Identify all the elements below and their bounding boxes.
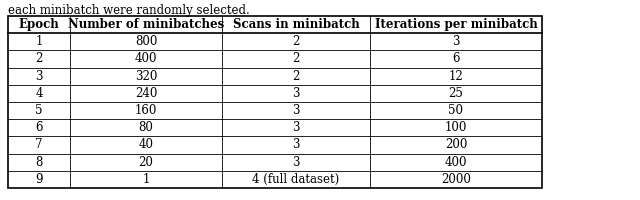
Text: 40: 40 — [138, 138, 154, 152]
Text: 3: 3 — [452, 35, 460, 48]
Text: 320: 320 — [135, 70, 157, 83]
Text: 2: 2 — [292, 35, 300, 48]
Text: 12: 12 — [449, 70, 463, 83]
Text: 25: 25 — [449, 87, 463, 100]
Text: 6: 6 — [452, 52, 460, 66]
Text: 50: 50 — [449, 104, 463, 117]
Text: 200: 200 — [445, 138, 467, 152]
Text: 80: 80 — [139, 121, 154, 134]
Text: 2: 2 — [292, 52, 300, 66]
Text: 4: 4 — [35, 87, 43, 100]
Text: 3: 3 — [292, 121, 300, 134]
Text: 6: 6 — [35, 121, 43, 134]
Text: 7: 7 — [35, 138, 43, 152]
Text: 5: 5 — [35, 104, 43, 117]
Text: 2: 2 — [35, 52, 43, 66]
Text: 4 (full dataset): 4 (full dataset) — [252, 173, 340, 186]
Text: 3: 3 — [292, 104, 300, 117]
Text: 1: 1 — [35, 35, 43, 48]
Text: Number of minibatches: Number of minibatches — [68, 18, 224, 31]
Text: 100: 100 — [445, 121, 467, 134]
Text: 20: 20 — [139, 156, 154, 169]
Text: 160: 160 — [135, 104, 157, 117]
Text: 3: 3 — [292, 138, 300, 152]
Text: 800: 800 — [135, 35, 157, 48]
Text: 2: 2 — [292, 70, 300, 83]
Text: 3: 3 — [292, 156, 300, 169]
Text: 1: 1 — [142, 173, 150, 186]
Text: 9: 9 — [35, 173, 43, 186]
Text: 3: 3 — [35, 70, 43, 83]
Text: 2000: 2000 — [441, 173, 471, 186]
Text: 3: 3 — [292, 87, 300, 100]
Text: 240: 240 — [135, 87, 157, 100]
Text: Iterations per minibatch: Iterations per minibatch — [374, 18, 538, 31]
Text: 400: 400 — [445, 156, 467, 169]
Text: 400: 400 — [135, 52, 157, 66]
Text: Epoch: Epoch — [19, 18, 60, 31]
Text: 8: 8 — [35, 156, 43, 169]
Text: each minibatch were randomly selected.: each minibatch were randomly selected. — [8, 4, 250, 17]
Text: Scans in minibatch: Scans in minibatch — [232, 18, 360, 31]
Bar — [8, 16, 542, 188]
